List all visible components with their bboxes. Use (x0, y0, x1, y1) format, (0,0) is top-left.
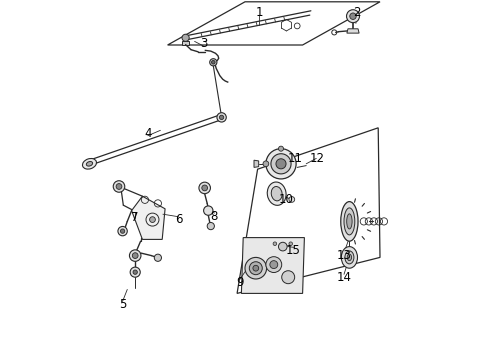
Circle shape (204, 206, 213, 215)
Circle shape (154, 254, 162, 261)
Polygon shape (271, 241, 294, 252)
Circle shape (116, 184, 122, 189)
Circle shape (182, 34, 189, 41)
Ellipse shape (345, 251, 354, 264)
Circle shape (220, 115, 224, 120)
Text: 3: 3 (200, 37, 207, 50)
Polygon shape (242, 238, 304, 293)
Circle shape (129, 250, 141, 261)
Ellipse shape (267, 182, 286, 205)
Ellipse shape (86, 162, 93, 166)
Ellipse shape (271, 186, 282, 201)
Text: 4: 4 (144, 127, 151, 140)
Polygon shape (168, 2, 380, 45)
Circle shape (253, 265, 259, 271)
Circle shape (282, 271, 294, 284)
Text: 5: 5 (119, 298, 126, 311)
Ellipse shape (82, 158, 97, 169)
Text: 6: 6 (174, 213, 182, 226)
Circle shape (149, 217, 155, 222)
Text: 14: 14 (337, 271, 351, 284)
Circle shape (245, 257, 267, 279)
Text: 1: 1 (256, 6, 263, 19)
Text: 12: 12 (310, 152, 324, 165)
Ellipse shape (347, 214, 352, 229)
Polygon shape (132, 196, 165, 239)
Circle shape (273, 242, 277, 246)
Text: 2: 2 (353, 6, 360, 19)
Circle shape (350, 13, 356, 19)
Text: 13: 13 (337, 249, 351, 262)
Text: 10: 10 (279, 193, 294, 206)
Circle shape (199, 182, 210, 194)
Circle shape (276, 159, 286, 169)
Circle shape (133, 270, 137, 274)
Ellipse shape (347, 254, 351, 261)
Circle shape (263, 161, 269, 167)
Text: 9: 9 (236, 276, 244, 289)
Circle shape (271, 154, 291, 174)
Circle shape (346, 10, 360, 23)
Ellipse shape (342, 247, 358, 268)
Circle shape (132, 253, 138, 258)
Circle shape (130, 267, 140, 277)
Ellipse shape (341, 202, 358, 241)
Circle shape (266, 257, 282, 273)
Circle shape (210, 59, 217, 66)
Circle shape (266, 149, 296, 179)
Polygon shape (347, 29, 359, 33)
Circle shape (249, 262, 262, 275)
Circle shape (270, 261, 278, 269)
Circle shape (289, 242, 293, 246)
Polygon shape (237, 128, 380, 293)
Circle shape (278, 242, 287, 251)
Text: 11: 11 (288, 152, 303, 165)
Circle shape (207, 222, 215, 230)
Text: 8: 8 (211, 210, 218, 222)
Text: 7: 7 (131, 211, 139, 224)
Ellipse shape (344, 208, 355, 235)
Circle shape (121, 229, 125, 233)
Text: 15: 15 (286, 244, 301, 257)
Circle shape (113, 181, 125, 192)
Circle shape (289, 197, 294, 202)
Circle shape (212, 60, 215, 64)
Circle shape (278, 146, 284, 151)
Polygon shape (182, 41, 189, 45)
Circle shape (118, 226, 127, 236)
Circle shape (202, 185, 208, 191)
Circle shape (217, 113, 226, 122)
Polygon shape (254, 160, 259, 167)
